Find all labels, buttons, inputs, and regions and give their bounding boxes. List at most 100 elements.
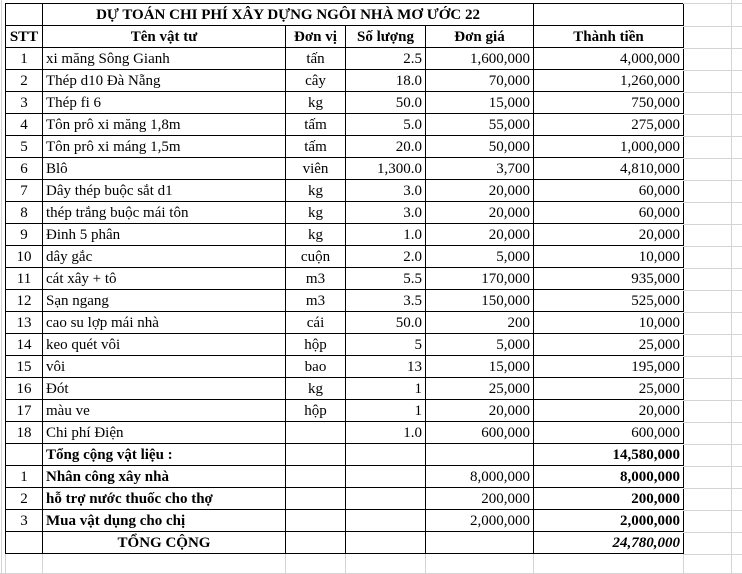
cell-unit-price[interactable]: 150,000 [424, 289, 535, 312]
cell-stt[interactable]: 4 [5, 113, 43, 136]
cell-unit[interactable] [285, 421, 346, 444]
cell-unit-price[interactable]: 15,000 [424, 355, 535, 378]
cell-qty[interactable]: 2.5 [345, 47, 426, 70]
materials-total-value[interactable]: 14,580,000 [533, 443, 685, 466]
cell-qty[interactable]: 3.5 [345, 289, 426, 312]
cell-unit-price[interactable]: 20,000 [424, 179, 535, 202]
cell-name[interactable]: Tôn prô xi măng 1,8m [42, 113, 286, 136]
cell-unit[interactable]: kg [285, 91, 346, 114]
cell-unit[interactable]: kg [285, 223, 346, 246]
cell-name[interactable]: Thép fi 6 [42, 91, 286, 114]
cell-name[interactable]: Đinh 5 phân [42, 223, 286, 246]
cell-name[interactable]: xi măng Sông Gianh [42, 47, 286, 70]
cell-stt[interactable]: 1 [5, 47, 43, 70]
cell-unit[interactable]: cuộn [285, 245, 346, 268]
cell-unit-price[interactable]: 1,600,000 [424, 47, 535, 70]
cell-total[interactable]: 935,000 [533, 267, 685, 290]
cell-stt[interactable]: 2 [5, 69, 43, 92]
cell-name[interactable]: thép trắng buộc mái tôn [42, 201, 286, 224]
cell-unit-price[interactable]: 2,000,000 [424, 509, 535, 532]
column-header-total[interactable]: Thành tiền [533, 25, 685, 48]
cell-unit-price[interactable]: 3,700 [424, 157, 535, 180]
cell-total[interactable]: 60,000 [533, 201, 685, 224]
cell-stt[interactable]: 1 [5, 465, 43, 488]
cell-qty[interactable]: 50.0 [345, 91, 426, 114]
cell-unit[interactable]: kg [285, 201, 346, 224]
cell-unit[interactable]: tấm [285, 113, 346, 136]
cell-unit[interactable] [285, 487, 346, 510]
cell-unit[interactable]: bao [285, 355, 346, 378]
cell-total[interactable]: 525,000 [533, 289, 685, 312]
cell-stt[interactable] [5, 531, 43, 554]
column-header-stt[interactable]: STT [5, 25, 43, 48]
cell-name[interactable]: Thép d10 Đà Nẵng [42, 69, 286, 92]
cell-stt[interactable]: 5 [5, 135, 43, 158]
cell-total[interactable]: 275,000 [533, 113, 685, 136]
cell-total[interactable]: 600,000 [533, 421, 685, 444]
cell-stt[interactable]: 16 [5, 377, 43, 400]
title-row-empty-cell[interactable] [533, 3, 685, 26]
cell-unit-price[interactable]: 70,000 [424, 69, 535, 92]
cell-unit[interactable]: cái [285, 311, 346, 334]
cell-unit[interactable]: tấm [285, 135, 346, 158]
cell-name[interactable]: màu ve [42, 399, 286, 422]
cell-total[interactable]: 20,000 [533, 399, 685, 422]
cell-name[interactable]: cao su lợp mái nhà [42, 311, 286, 334]
cell-stt[interactable]: 7 [5, 179, 43, 202]
cell-name[interactable]: Mua vật dụng cho chị [42, 509, 286, 532]
cell-unit[interactable]: kg [285, 179, 346, 202]
cell-stt[interactable]: 13 [5, 311, 43, 334]
cell-stt[interactable]: 6 [5, 157, 43, 180]
grand-total-label[interactable]: TỔNG CỘNG [42, 531, 286, 554]
cell-unit-price[interactable]: 200,000 [424, 487, 535, 510]
grand-total-value[interactable]: 24,780,000 [533, 531, 685, 554]
cell-total[interactable]: 750,000 [533, 91, 685, 114]
cell-unit-price[interactable]: 15,000 [424, 91, 535, 114]
cell-unit-price[interactable] [424, 531, 535, 554]
cell-stt[interactable]: 3 [5, 509, 43, 532]
cell-qty[interactable]: 2.0 [345, 245, 426, 268]
cell-name[interactable]: cát xây + tô [42, 267, 286, 290]
cell-qty[interactable]: 18.0 [345, 69, 426, 92]
column-header-name[interactable]: Tên vật tư [42, 25, 286, 48]
cell-unit-price[interactable]: 20,000 [424, 399, 535, 422]
cell-name[interactable]: Nhân công xây nhà [42, 465, 286, 488]
cell-stt[interactable]: 18 [5, 421, 43, 444]
cell-total[interactable]: 195,000 [533, 355, 685, 378]
cell-qty[interactable]: 50.0 [345, 311, 426, 334]
cell-total[interactable]: 1,000,000 [533, 135, 685, 158]
cell-name[interactable]: dây gắc [42, 245, 286, 268]
cell-total[interactable]: 60,000 [533, 179, 685, 202]
cell-total[interactable]: 8,000,000 [533, 465, 685, 488]
cell-total[interactable]: 1,260,000 [533, 69, 685, 92]
cell-qty[interactable]: 5 [345, 333, 426, 356]
cell-unit-price[interactable]: 8,000,000 [424, 465, 535, 488]
cell-qty[interactable]: 20.0 [345, 135, 426, 158]
materials-total-label[interactable]: Tổng cộng vật liệu : [42, 443, 286, 466]
cell-stt[interactable]: 11 [5, 267, 43, 290]
cell-unit[interactable] [285, 443, 346, 466]
cell-stt[interactable]: 8 [5, 201, 43, 224]
cell-name[interactable]: Chi phí Điện [42, 421, 286, 444]
column-header-qty[interactable]: Số lượng [345, 25, 426, 48]
cell-name[interactable]: Dây thép buộc sắt d1 [42, 179, 286, 202]
cell-name[interactable]: Sạn ngang [42, 289, 286, 312]
cell-stt[interactable] [5, 443, 43, 466]
cell-unit-price[interactable]: 25,000 [424, 377, 535, 400]
cell-total[interactable]: 200,000 [533, 487, 685, 510]
cell-qty[interactable]: 1 [345, 399, 426, 422]
cell-unit-price[interactable] [424, 443, 535, 466]
cell-total[interactable]: 10,000 [533, 245, 685, 268]
cell-stt[interactable]: 12 [5, 289, 43, 312]
cell-qty[interactable] [345, 443, 426, 466]
cell-unit-price[interactable]: 20,000 [424, 223, 535, 246]
cell-qty[interactable]: 1.0 [345, 223, 426, 246]
cell-unit-price[interactable]: 5,000 [424, 245, 535, 268]
cell-unit-price[interactable]: 200 [424, 311, 535, 334]
cell-qty[interactable] [345, 531, 426, 554]
cell-qty[interactable]: 5.5 [345, 267, 426, 290]
cell-name[interactable]: Tôn prô xi máng 1,5m [42, 135, 286, 158]
cell-unit-price[interactable]: 5,000 [424, 333, 535, 356]
cell-unit[interactable]: hộp [285, 399, 346, 422]
cell-unit[interactable]: kg [285, 377, 346, 400]
